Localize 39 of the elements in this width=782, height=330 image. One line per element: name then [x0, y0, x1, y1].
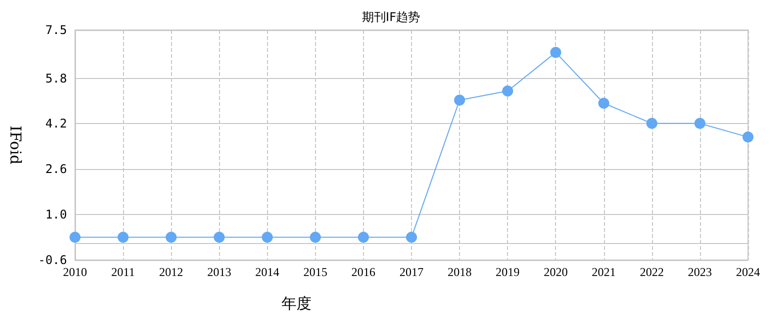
x-tick-label: 2014 [255, 265, 280, 279]
point [694, 118, 706, 129]
point [502, 86, 514, 97]
y-tick-label: -0.6 [38, 253, 67, 267]
x-tick-label: 2010 [63, 265, 87, 279]
y-tick-label: 7.5 [45, 23, 67, 37]
x-tick-label: 2012 [159, 265, 184, 279]
point [742, 132, 754, 143]
x-tick-label: 2015 [303, 265, 328, 279]
y-tick-label: 5.8 [45, 71, 67, 86]
point [166, 232, 177, 243]
point [358, 232, 369, 243]
point [646, 118, 658, 129]
point [550, 46, 562, 58]
point [118, 232, 129, 243]
x-axis-title: 年度 [282, 294, 312, 312]
x-tick-label: 2020 [544, 265, 568, 279]
x-tick-label: 2022 [640, 265, 664, 279]
x-tick-label: 2013 [207, 265, 232, 279]
x-tick-label: 2017 [400, 265, 424, 279]
chart-title: 期刊IF趋势 [362, 10, 420, 24]
x-tick-label: 2019 [496, 265, 520, 279]
y-tick-label: 1.0 [45, 208, 67, 222]
point [454, 94, 466, 106]
x-tick-label: 2016 [351, 265, 376, 279]
x-tick-label: 2018 [448, 265, 472, 279]
point [70, 232, 80, 243]
x-tick-label: 2023 [688, 265, 712, 279]
x-tick-label: 2024 [736, 265, 760, 279]
point [598, 98, 610, 109]
x-tick-label: 2011 [111, 265, 135, 279]
y-axis-title: IFoid [6, 126, 24, 165]
point [310, 232, 321, 243]
y-tick-label: 2.6 [45, 162, 67, 176]
x-tick-label: 2021 [592, 265, 616, 279]
y-tick-label: 4.2 [45, 116, 67, 131]
point [406, 232, 417, 243]
point [262, 232, 273, 243]
point [214, 232, 225, 243]
